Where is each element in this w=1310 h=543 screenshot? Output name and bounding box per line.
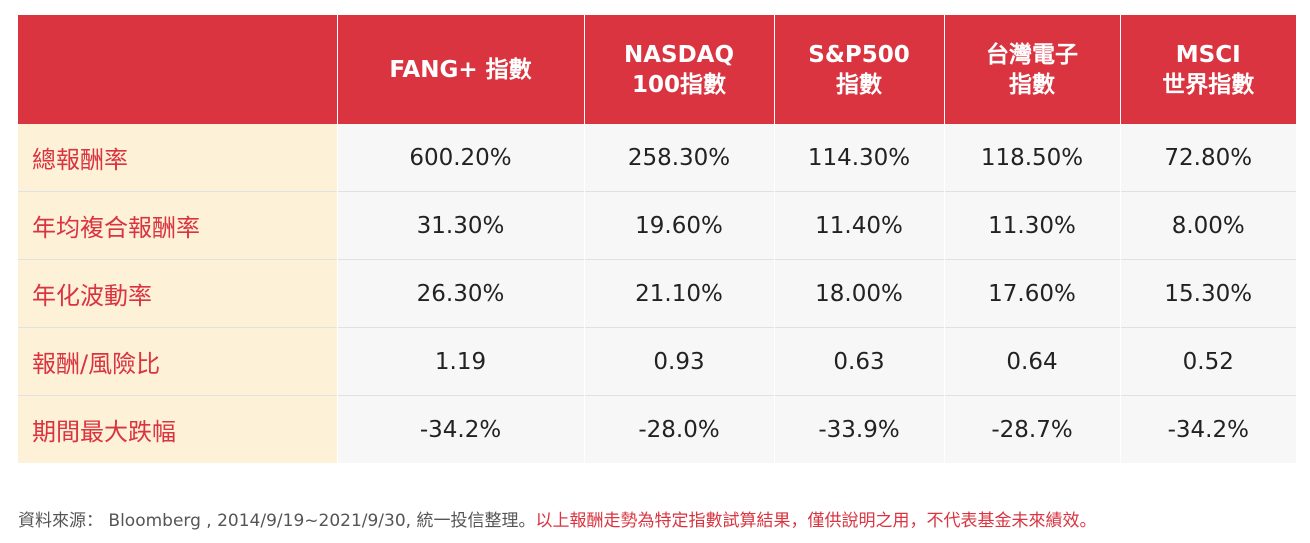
table-row: 年化波動率 26.30% 21.10% 18.00% 17.60% 15.30%	[18, 259, 1296, 328]
table-cell: 118.50%	[943, 124, 1120, 192]
table-cell: 0.64	[943, 327, 1120, 396]
table-cell: 18.00%	[773, 259, 944, 328]
row-label: 年化波動率	[18, 259, 337, 328]
column-header: 台灣電子 指數	[943, 15, 1120, 124]
column-header: S&P500 指數	[773, 15, 944, 124]
column-header-line2: 世界指數	[1162, 71, 1255, 98]
table-cell: 1.19	[336, 327, 584, 396]
header-corner-cell	[18, 15, 337, 124]
column-header-line1: NASDAQ	[623, 41, 735, 68]
table-cell: 21.10%	[583, 259, 774, 328]
row-label: 期間最大跌幅	[18, 395, 337, 463]
table-cell: 8.00%	[1119, 191, 1296, 260]
column-header-line2: 指數	[1009, 71, 1055, 98]
column-header-line2: 指數	[836, 71, 882, 98]
footnote-disclaimer: 以上報酬走勢為特定指數試算結果，僅供說明之用，不代表基金未來績效。	[535, 511, 1097, 531]
comparison-table-container: FANG+ 指數 NASDAQ 100指數 S&P500 指數 台灣電子 指數 …	[18, 15, 1296, 463]
table-cell: -34.2%	[1119, 395, 1296, 463]
table-cell: 11.30%	[943, 191, 1120, 260]
source-footnote: 資料來源： Bloomberg , 2014/9/19~2021/9/30, 統…	[18, 506, 1096, 531]
table-cell: 15.30%	[1119, 259, 1296, 328]
table-cell: 0.52	[1119, 327, 1296, 396]
column-header: MSCI 世界指數	[1119, 15, 1296, 124]
index-comparison-table: FANG+ 指數 NASDAQ 100指數 S&P500 指數 台灣電子 指數 …	[18, 15, 1296, 463]
column-header-line1: 台灣電子	[986, 41, 1078, 68]
table-cell: -28.0%	[583, 395, 774, 463]
table-cell: -34.2%	[336, 395, 584, 463]
table-cell: 600.20%	[336, 124, 584, 192]
column-header-line1: MSCI	[1175, 41, 1241, 68]
table-cell: 0.93	[583, 327, 774, 396]
table-cell: -28.7%	[943, 395, 1120, 463]
table-row: 年均複合報酬率 31.30% 19.60% 11.40% 11.30% 8.00…	[18, 191, 1296, 260]
table-cell: 19.60%	[583, 191, 774, 260]
table-cell: 258.30%	[583, 124, 774, 192]
table-cell: 31.30%	[336, 191, 584, 260]
row-label: 年均複合報酬率	[18, 191, 337, 260]
table-row: 報酬/風險比 1.19 0.93 0.63 0.64 0.52	[18, 327, 1296, 396]
column-header: NASDAQ 100指數	[583, 15, 774, 124]
table-header-row: FANG+ 指數 NASDAQ 100指數 S&P500 指數 台灣電子 指數 …	[18, 15, 1296, 124]
table-cell: 0.63	[773, 327, 944, 396]
row-label: 總報酬率	[18, 124, 337, 192]
column-header-line1: FANG+ 指數	[389, 56, 532, 83]
table-cell: 17.60%	[943, 259, 1120, 328]
table-row: 總報酬率 600.20% 258.30% 114.30% 118.50% 72.…	[18, 124, 1296, 192]
column-header-line2: 100指數	[631, 71, 726, 98]
column-header-line1: S&P500	[808, 41, 910, 68]
table-cell: 11.40%	[773, 191, 944, 260]
row-label: 報酬/風險比	[18, 327, 337, 396]
table-cell: 72.80%	[1119, 124, 1296, 192]
footnote-source: 資料來源： Bloomberg , 2014/9/19~2021/9/30, 統…	[18, 511, 536, 531]
column-header: FANG+ 指數	[336, 15, 584, 124]
table-cell: 26.30%	[336, 259, 584, 328]
table-cell: -33.9%	[773, 395, 944, 463]
table-cell: 114.30%	[773, 124, 944, 192]
table-row: 期間最大跌幅 -34.2% -28.0% -33.9% -28.7% -34.2…	[18, 395, 1296, 463]
